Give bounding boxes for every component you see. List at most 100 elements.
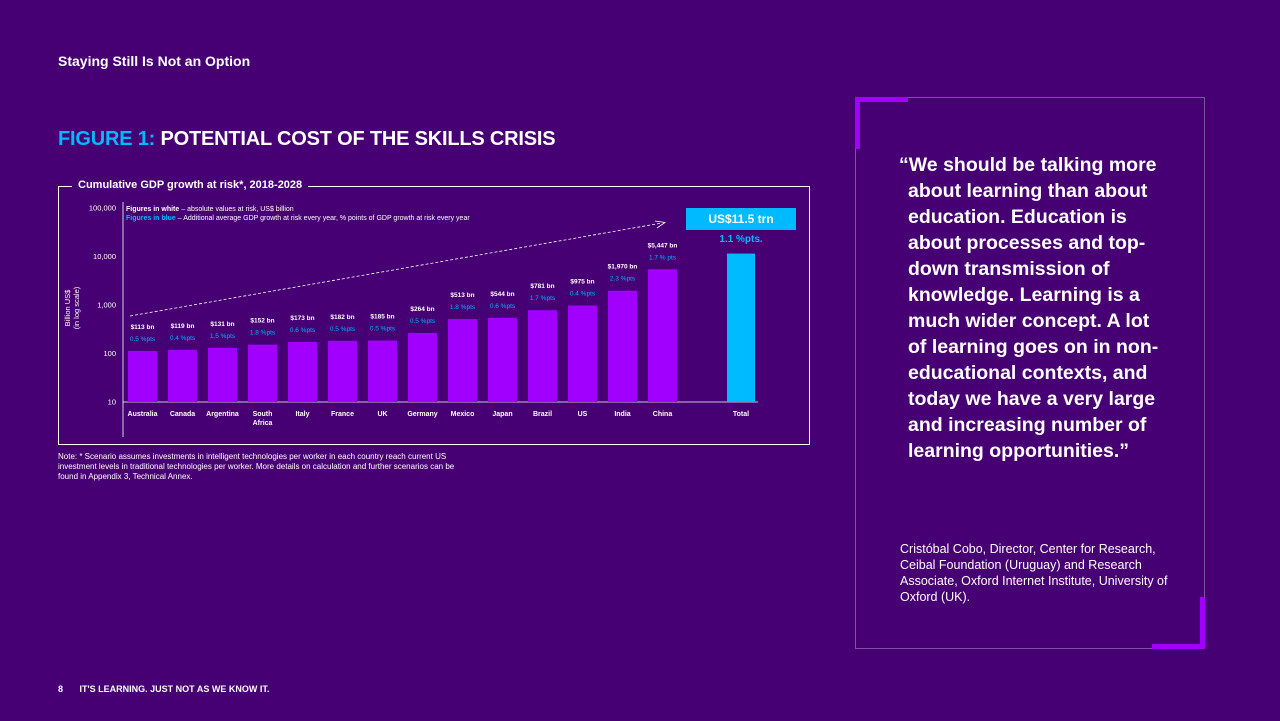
x-tick-label-line: Argentina: [206, 411, 239, 418]
figure-title: FIGURE 1: POTENTIAL COST OF THE SKILLS C…: [58, 128, 556, 151]
bar: [168, 349, 197, 402]
x-tick-label: US: [578, 411, 588, 418]
gdp-at-risk-chart: Billion US$(in log scale) 10 100 1,000 10,0…: [63, 202, 796, 437]
bar: [208, 347, 237, 402]
bar-pts-label: 0.5 %pts: [330, 326, 356, 333]
x-tick-label-line: Japan: [492, 411, 512, 418]
total-group: US$11.5 trn 1.1 %pts.: [686, 208, 796, 402]
total-value-label: US$11.5 trn: [708, 212, 773, 226]
bar: [328, 340, 357, 402]
quote-box: [855, 97, 1205, 649]
bar: [648, 269, 677, 402]
bracket-top-left-h: [855, 97, 908, 102]
x-tick-label-total: Total: [733, 411, 749, 418]
bar-value-label: $173 bn: [290, 315, 314, 322]
x-tick-label-line: South: [253, 411, 273, 418]
y-axis-label-line: Billion US$: [63, 289, 72, 327]
bar-value-label: $119 bn: [171, 323, 195, 330]
bar: [448, 319, 477, 402]
y-tick-label: 100: [103, 349, 116, 358]
legend-blue-desc: – Additional average GDP growth at risk …: [176, 215, 471, 222]
header-title: Staying Still Is Not an Option: [58, 53, 251, 69]
x-tick-label: India: [614, 411, 630, 418]
x-tick-label-line: India: [614, 411, 630, 418]
y-tick-label: 10,000: [93, 252, 116, 261]
x-tick-label: China: [653, 411, 673, 418]
bar-value-label: $975 bn: [570, 279, 594, 286]
x-tick-label-line: Canada: [170, 411, 195, 418]
bracket-top-left-v: [855, 97, 860, 149]
x-tick-label-line: Australia: [128, 411, 158, 418]
y-tick-label: 100,000: [89, 204, 116, 213]
x-tick-label: Japan: [492, 411, 512, 418]
bar-pts-label: 1.8 %pts: [450, 304, 476, 311]
legend-blue: Figures in blue – Additional average GDP…: [126, 215, 470, 222]
chart-frame: [58, 186, 810, 445]
x-tick-label-line: Germany: [407, 411, 437, 418]
bar-value-label: $1,970 bn: [608, 264, 638, 271]
bar: [568, 305, 597, 402]
bracket-bottom-right-h: [1152, 644, 1205, 649]
footer: 8 IT'S LEARNING. JUST NOT AS WE KNOW IT.: [58, 684, 269, 694]
x-tick-label-line: US: [578, 411, 588, 418]
bar-value-label: $781 bn: [530, 283, 554, 290]
x-axis-labels: Australia Canada Argentina South Africa Italy…: [128, 411, 750, 427]
bars: [128, 269, 677, 402]
x-tick-label: Brazil: [533, 411, 552, 418]
x-tick-label-line: Africa: [253, 420, 273, 427]
y-axis-ticks: 10 100 1,000 10,000 100,000: [89, 204, 116, 407]
chart-title: Cumulative GDP growth at risk*, 2018-202…: [72, 179, 309, 191]
quote-text: “We should be talking more about learnin…: [899, 154, 1159, 462]
bar-pts-label: 0.4 %pts: [170, 335, 196, 342]
footer-text: IT'S LEARNING. JUST NOT AS WE KNOW IT.: [79, 684, 270, 694]
bar-pts-label: 0.5 %pts: [410, 318, 436, 325]
x-tick-label-line: Mexico: [451, 411, 475, 418]
quote-attribution: Cristóbal Cobo, Director, Center for Res…: [900, 542, 1168, 604]
bar-pts-label: 1.5 %pts: [210, 333, 236, 340]
x-tick-label-line: UK: [377, 411, 387, 418]
x-tick-label-line: China: [653, 411, 673, 418]
page-number: 8: [58, 684, 64, 694]
bracket-bottom-right-v: [1200, 597, 1205, 649]
bar-value-label: $5,447 bn: [648, 242, 678, 249]
bar-pts-label: 1.8 %pts: [250, 330, 276, 337]
y-axis-label-line: (in log scale): [72, 286, 81, 329]
x-tick-label: Germany: [407, 411, 437, 418]
bar-value-label: $152 bn: [250, 318, 274, 325]
legend-white-label: Figures in white: [126, 206, 179, 213]
bar-labels: $113 bn 0.5 %pts $119 bn 0.4 %pts $131 bn 1.5…: [130, 242, 677, 343]
bar-pts-label: 0.4 %pts: [570, 291, 596, 298]
x-tick-label-line: Brazil: [533, 411, 552, 418]
bar-pts-label: 0.6 %pts: [490, 303, 516, 310]
bar-pts-label: 1.7 % pts: [649, 254, 677, 261]
x-tick-label: Italy: [295, 411, 309, 418]
x-tick-label: Canada: [170, 411, 195, 418]
trend-arrow: [129, 220, 667, 317]
total-pts-label: 1.1 %pts.: [719, 234, 763, 245]
x-tick-label-line: France: [331, 411, 354, 418]
bar-pts-label: 0.6 %pts: [290, 327, 316, 334]
bar-value-label: $513 bn: [450, 292, 474, 299]
bar: [488, 317, 517, 402]
x-tick-label: Australia: [128, 411, 158, 418]
bar: [128, 350, 157, 402]
total-value-box: [686, 208, 796, 230]
x-tick-label: Mexico: [451, 411, 475, 418]
bar-value-label: $131 bn: [210, 321, 234, 328]
legend-blue-label: Figures in blue: [126, 215, 176, 222]
y-axis-label-text: Billion US$(in log scale): [63, 286, 81, 329]
x-tick-label: Argentina: [206, 411, 239, 418]
y-tick-label: 1,000: [97, 301, 116, 310]
bar-value-label: $182 bn: [330, 314, 354, 321]
bar-pts-label: 1.7 %pts: [530, 295, 556, 302]
y-axis-label: Billion US$(in log scale): [63, 286, 81, 329]
legend-white-desc: – absolute values at risk, US$ billion: [179, 206, 293, 213]
y-tick-label: 10: [108, 398, 116, 407]
bar: [608, 290, 637, 402]
bar-pts-label: 0.5 %pts: [370, 326, 396, 333]
x-tick-label: France: [331, 411, 354, 418]
trend-line: [129, 222, 663, 317]
bar: [368, 340, 397, 402]
bar-pts-label: 0.5 %pts: [130, 336, 156, 343]
chart-note: Note: * Scenario assumes investments in …: [58, 452, 455, 481]
